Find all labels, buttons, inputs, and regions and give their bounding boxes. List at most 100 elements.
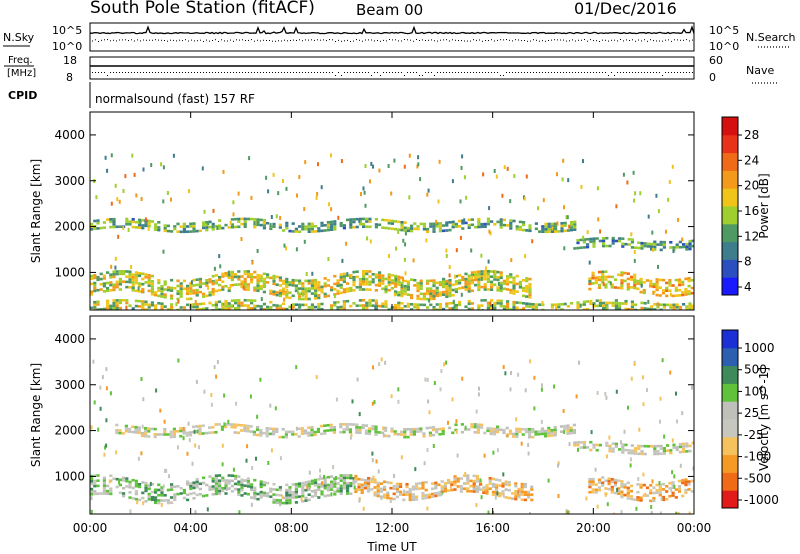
nsearch-point (347, 39, 348, 41)
heatmap-cell (658, 493, 662, 497)
heatmap-cell (187, 189, 190, 194)
heatmap-cell (170, 289, 174, 292)
heatmap-cell (248, 156, 251, 161)
heatmap-cell (131, 497, 135, 500)
heatmap-cell (211, 222, 215, 226)
heatmap-cell (394, 285, 398, 288)
heatmap-cell (448, 286, 452, 290)
heatmap-cell (422, 222, 426, 226)
heatmap-cell (269, 495, 273, 498)
heatmap-cell (157, 226, 161, 229)
heatmap-cell (684, 491, 688, 494)
heatmap-cell (352, 477, 356, 480)
heatmap-cell (403, 435, 407, 439)
heatmap-cell (345, 428, 349, 431)
heatmap-cell (189, 484, 193, 488)
heatmap-cell (374, 289, 378, 292)
heatmap-cell (160, 302, 164, 305)
heatmap-cell (128, 496, 132, 499)
heatmap-cell (498, 492, 502, 495)
heatmap-cell (475, 503, 478, 508)
heatmap-cell (672, 443, 676, 447)
heatmap-cell (489, 301, 492, 306)
heatmap-cell (406, 280, 410, 283)
heatmap-cell (614, 445, 618, 448)
heatmap-cell (162, 249, 165, 254)
heatmap-cell (188, 433, 192, 437)
nsearch-point (161, 39, 162, 41)
heatmap-cell (474, 423, 477, 428)
heatmap-cell (429, 289, 433, 293)
heatmap-cell (511, 497, 515, 500)
heatmap-cell (649, 484, 653, 487)
heatmap-cell (345, 423, 349, 426)
heatmap-cell (168, 474, 170, 479)
heatmap-cell (470, 423, 474, 426)
heatmap-cell (453, 480, 457, 483)
heatmap-cell (307, 287, 311, 290)
nsearch-point (407, 39, 408, 41)
heatmap-cell (377, 469, 380, 474)
heatmap-cell (431, 482, 435, 485)
heatmap-cell (323, 481, 327, 485)
heatmap-cell (179, 282, 183, 285)
heatmap-cell (282, 290, 286, 293)
heatmap-cell (461, 278, 465, 282)
heatmap-cell (634, 452, 638, 455)
heatmap-cell (643, 444, 647, 448)
heatmap-cell (179, 306, 183, 309)
heatmap-cell (124, 424, 128, 428)
heatmap-cell (659, 447, 663, 450)
heatmap-cell (278, 499, 282, 502)
heatmap-cell (93, 219, 97, 223)
heatmap-cell (109, 220, 113, 224)
heatmap-cell (419, 303, 423, 307)
heatmap-cell (154, 225, 158, 229)
nave-point (158, 72, 159, 73)
nsearch-point (248, 39, 249, 41)
heatmap-cell (333, 222, 337, 226)
heatmap-cell (250, 195, 253, 200)
heatmap-cell (601, 476, 605, 479)
heatmap-cell (467, 428, 471, 431)
nave-point (596, 72, 597, 73)
heatmap-cell (647, 310, 650, 313)
heatmap-cell (687, 279, 691, 283)
heatmap-cell (677, 283, 682, 287)
heatmap-cell (630, 376, 633, 381)
heatmap-cell (496, 428, 500, 431)
heatmap-cell (246, 429, 250, 433)
heatmap-cell (522, 228, 526, 232)
heatmap-cell (429, 279, 433, 283)
heatmap-cell (384, 426, 388, 430)
heatmap-cell (308, 311, 311, 314)
heatmap-cell (320, 290, 324, 294)
heatmap-cell (128, 430, 132, 433)
heatmap-cell (310, 308, 314, 310)
heatmap-cell (275, 283, 279, 286)
nsearch-point (638, 39, 639, 41)
nsearch-point (278, 40, 279, 42)
heatmap-cell (285, 285, 289, 289)
heatmap-cell (288, 496, 292, 500)
heatmap-cell (102, 221, 106, 224)
heatmap-cell (96, 303, 100, 306)
heatmap-cell (416, 225, 420, 228)
heatmap-cell (652, 486, 656, 490)
heatmap-cell (527, 496, 531, 499)
heatmap-cell (134, 484, 138, 488)
heatmap-cell (212, 281, 215, 286)
heatmap-cell (688, 239, 692, 243)
heatmap-cell (646, 242, 650, 246)
heatmap-cell (256, 433, 260, 437)
heatmap-cell (592, 242, 596, 246)
heatmap-cell (509, 308, 513, 310)
heatmap-cell (317, 305, 321, 309)
heatmap-cell (202, 226, 206, 230)
heatmap-cell (349, 223, 353, 227)
heatmap-cell (360, 192, 362, 197)
heatmap-cell (310, 227, 314, 231)
x-tick-label: 04:00 (173, 521, 208, 535)
heatmap-cell (470, 218, 474, 221)
